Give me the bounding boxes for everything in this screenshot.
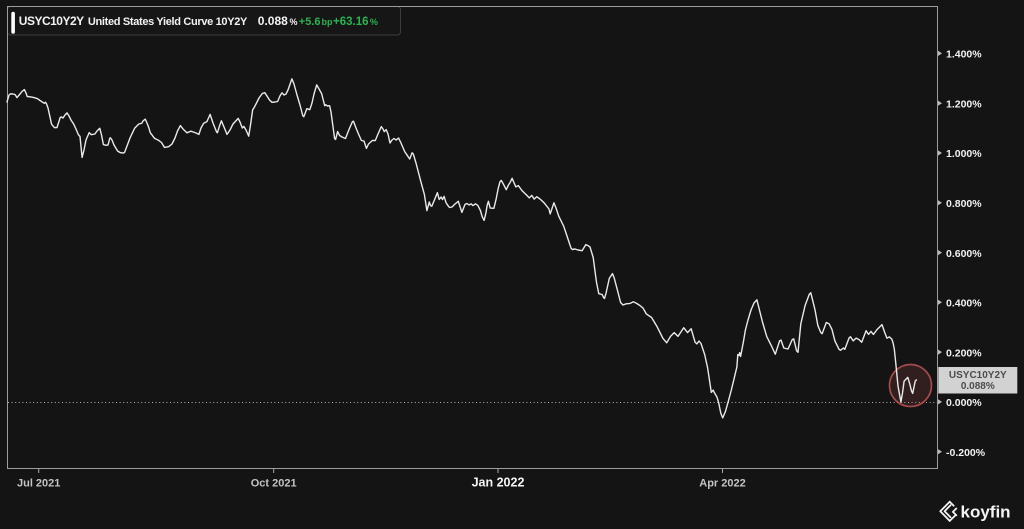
svg-text:0.800%: 0.800% (946, 198, 982, 210)
svg-text:0.200%: 0.200% (946, 347, 982, 359)
svg-text:-0.200%: -0.200% (946, 447, 986, 459)
svg-text:bp: bp (322, 17, 333, 27)
svg-text:0.088: 0.088 (258, 14, 288, 28)
svg-text:Apr 2022: Apr 2022 (699, 478, 745, 490)
svg-text:%: % (290, 17, 298, 27)
svg-text:USYC10Y2Y: USYC10Y2Y (949, 370, 1007, 381)
svg-text:+63.16: +63.16 (333, 16, 369, 28)
svg-text:USYC10Y2Y: USYC10Y2Y (19, 14, 84, 28)
svg-text:1.400%: 1.400% (946, 49, 982, 61)
svg-text:1.200%: 1.200% (946, 98, 982, 110)
svg-text:United States Yield Curve 10Y2: United States Yield Curve 10Y2Y (88, 16, 248, 28)
svg-text:koyfin: koyfin (961, 503, 1011, 522)
svg-text:0.088%: 0.088% (961, 381, 995, 392)
svg-text:+5.6: +5.6 (299, 16, 321, 28)
svg-text:0.400%: 0.400% (946, 298, 982, 310)
svg-text:Jan 2022: Jan 2022 (472, 476, 525, 490)
svg-text:0.600%: 0.600% (946, 248, 982, 260)
svg-text:Jul 2021: Jul 2021 (17, 478, 60, 490)
svg-text:0.000%: 0.000% (946, 397, 982, 409)
svg-text:Oct 2021: Oct 2021 (251, 478, 297, 490)
svg-text:%: % (370, 17, 378, 27)
svg-text:1.000%: 1.000% (946, 148, 982, 160)
